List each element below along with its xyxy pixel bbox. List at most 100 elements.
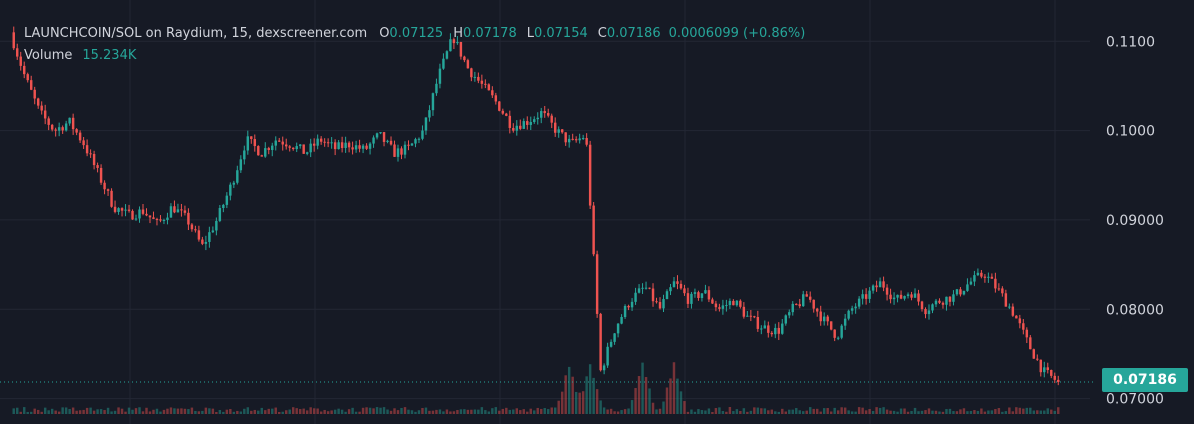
volume-bar xyxy=(644,377,648,414)
volume-bar xyxy=(938,411,941,414)
candle-body xyxy=(795,303,798,305)
candle-body xyxy=(931,304,934,311)
candle-body xyxy=(1018,318,1022,324)
candle-body xyxy=(281,141,284,145)
volume-bar xyxy=(438,409,442,414)
volume-bar xyxy=(393,408,396,414)
candle-body xyxy=(340,142,344,148)
volume-bar xyxy=(512,409,515,414)
candle-body xyxy=(316,138,319,146)
candle-body xyxy=(264,148,267,157)
volume-bar xyxy=(969,410,973,414)
price-tick-label: 0.1100 xyxy=(1106,34,1155,50)
volume-bar xyxy=(620,410,623,414)
candle-body xyxy=(836,337,840,339)
candle-body xyxy=(505,113,508,116)
volume-bar xyxy=(117,407,120,414)
candle-body xyxy=(414,139,417,144)
candle-body xyxy=(550,115,553,123)
volume-bar xyxy=(68,408,71,414)
candle-body xyxy=(33,89,36,99)
candle-body xyxy=(592,205,595,255)
volume-bar xyxy=(662,401,665,414)
volume-bar xyxy=(819,411,822,414)
candle-body xyxy=(75,129,78,133)
volume-bar xyxy=(351,407,354,414)
volume-bar xyxy=(805,410,808,414)
candle-body xyxy=(763,325,767,329)
candle-body xyxy=(526,121,529,125)
candle-body xyxy=(739,300,742,307)
volume-bar xyxy=(857,407,861,414)
volume-bar xyxy=(1025,407,1029,414)
volume-bar xyxy=(285,410,288,414)
volume-bar xyxy=(222,411,225,414)
volume-bar xyxy=(955,411,959,414)
candle-body xyxy=(1008,306,1011,308)
candle-body xyxy=(952,294,955,302)
candle-body xyxy=(295,146,298,150)
volume-bar xyxy=(749,410,753,414)
volume-bar xyxy=(788,409,791,414)
candle-body xyxy=(47,118,50,125)
volume-bar xyxy=(599,400,602,414)
candle-body xyxy=(693,292,697,294)
price-axis[interactable]: 0.07000 0.08000 0.09000 0.1000 0.1100 xyxy=(1106,34,1164,407)
volume-bar xyxy=(333,409,337,414)
volume-bar xyxy=(753,407,756,414)
volume-bar xyxy=(833,407,836,414)
low-value: 0.07154 xyxy=(533,26,588,41)
volume-bar xyxy=(962,408,966,414)
candle-body xyxy=(253,139,257,147)
volume-bar xyxy=(487,411,491,414)
candle-body xyxy=(250,136,253,140)
candle-body xyxy=(529,122,532,125)
candle-body xyxy=(480,80,484,84)
volume-bar xyxy=(19,411,22,414)
candle-body xyxy=(491,90,494,96)
volume-bar xyxy=(637,376,641,414)
volume-bar xyxy=(103,410,106,414)
volume-bar xyxy=(526,411,529,414)
candle-body xyxy=(927,310,931,315)
volume-bar xyxy=(106,407,110,414)
candle-body xyxy=(721,305,725,309)
candle-body xyxy=(326,142,330,144)
candle-body xyxy=(641,287,644,289)
candle-body xyxy=(784,315,787,324)
candle-body xyxy=(442,58,445,69)
volume-bar xyxy=(878,407,882,414)
candle-body xyxy=(906,294,910,297)
candle-body xyxy=(913,293,917,298)
candle-body xyxy=(407,144,410,146)
volume-bar xyxy=(553,407,557,414)
volume-bar xyxy=(980,408,983,414)
candle-body xyxy=(714,303,718,308)
candle-body xyxy=(990,276,994,279)
candle-body xyxy=(613,333,616,342)
volume-bar xyxy=(672,362,676,414)
candle-body xyxy=(536,117,539,120)
open-value: 0.07125 xyxy=(389,26,444,41)
candle-body xyxy=(1025,329,1029,338)
candle-body xyxy=(459,42,463,57)
candle-body xyxy=(973,275,976,282)
volume-bar xyxy=(1022,408,1025,414)
candle-body xyxy=(271,145,274,150)
volume-bar xyxy=(291,407,295,414)
volume-bar xyxy=(330,410,333,414)
candle-body xyxy=(595,254,599,314)
candle-body xyxy=(522,121,525,129)
chart-legend: LAUNCHCOIN/SOL on Raydium, 15, dexscreen… xyxy=(24,23,805,67)
volume-bar xyxy=(665,387,669,414)
volume-bar xyxy=(836,410,840,414)
candle-body xyxy=(802,294,805,307)
volume-bar xyxy=(868,409,871,414)
volume-bar xyxy=(211,408,215,414)
volume-bar xyxy=(903,408,906,414)
volume-bar xyxy=(746,411,749,414)
volume-bar xyxy=(616,411,620,414)
candle-body xyxy=(117,208,120,212)
